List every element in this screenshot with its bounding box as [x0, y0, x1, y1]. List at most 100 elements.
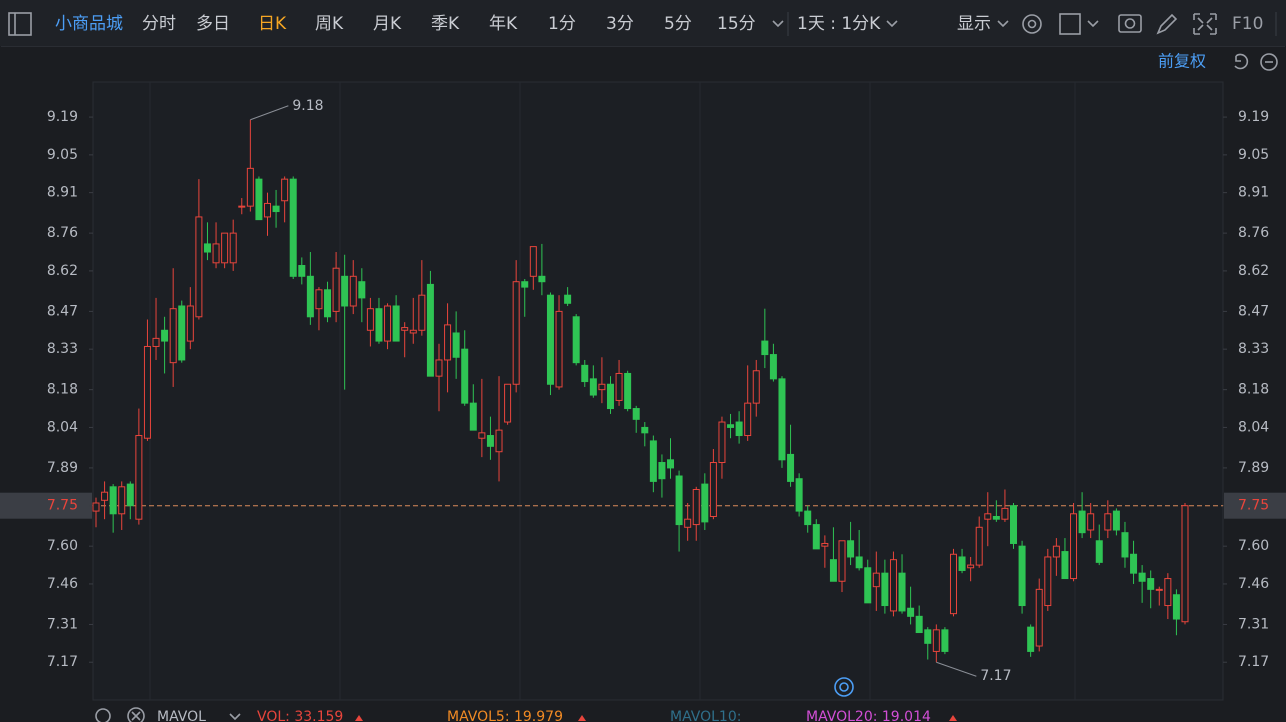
- camera-lens: [1124, 18, 1136, 29]
- trend-arrow: [949, 715, 957, 721]
- candle-body: [341, 275, 349, 307]
- y-tick-label-right: 8.91: [1238, 185, 1269, 201]
- candle-body: [401, 327, 409, 331]
- candle-body: [461, 348, 469, 404]
- reset-icon[interactable]: [1234, 53, 1249, 70]
- high-pointer: [250, 105, 289, 121]
- camera-icon[interactable]: [1118, 14, 1142, 33]
- caret[interactable]: [772, 20, 784, 28]
- candle-body: [847, 540, 855, 558]
- candle-body: [1035, 588, 1043, 647]
- candle-body: [538, 275, 546, 283]
- settings-icon-core: [1027, 19, 1037, 29]
- candle-body: [221, 232, 229, 264]
- sidebar-icon[interactable]: [8, 12, 32, 36]
- draw-icon[interactable]: [1156, 13, 1178, 35]
- tab[interactable]: 3分: [606, 14, 634, 34]
- tab[interactable]: 年K: [489, 14, 518, 34]
- tab[interactable]: 日K: [258, 14, 287, 34]
- candle-body: [718, 421, 726, 464]
- candle-body: [606, 383, 614, 410]
- candle-body: [735, 421, 743, 437]
- candle-body: [289, 178, 297, 277]
- candle-body: [109, 486, 117, 515]
- f10-button[interactable]: F10: [1232, 14, 1263, 34]
- adjust-mode[interactable]: 前复权: [1158, 52, 1206, 71]
- plot-area: [92, 81, 1224, 701]
- checkbox-icon[interactable]: [1059, 13, 1081, 35]
- stock-name[interactable]: 小商品城: [55, 14, 123, 34]
- candle-body: [1164, 578, 1172, 607]
- indicator-settings[interactable]: [95, 708, 111, 722]
- candle-body: [203, 243, 211, 253]
- indicator-value: MAVOL5: 19.979: [447, 709, 563, 722]
- candle-body: [444, 324, 452, 361]
- tab[interactable]: 季K: [431, 14, 460, 34]
- search-marker[interactable]: [834, 677, 854, 697]
- caret[interactable]: [886, 20, 898, 28]
- tab[interactable]: 1分: [548, 14, 576, 34]
- candle-body: [349, 275, 357, 307]
- indicator-name[interactable]: MAVOL: [157, 709, 206, 722]
- candle-body: [92, 502, 100, 512]
- y-tick-label-right: 7.17: [1238, 654, 1269, 670]
- candle-body: [1052, 545, 1060, 558]
- candle-body: [795, 478, 803, 512]
- candle-body: [135, 435, 143, 520]
- candle-body: [1121, 532, 1129, 558]
- candle-body: [504, 383, 512, 423]
- candle-body: [169, 308, 177, 364]
- period-select[interactable]: 1天 : 1分K: [797, 14, 881, 34]
- candle-body: [898, 572, 906, 612]
- candle-body: [143, 345, 151, 439]
- price-tag: [1224, 492, 1286, 519]
- candle-body: [769, 354, 777, 380]
- y-tick-label-right: 9.19: [1238, 109, 1269, 125]
- candle-body: [452, 332, 460, 358]
- candle-body: [881, 572, 889, 607]
- candle-body: [315, 289, 323, 310]
- candle-body: [632, 408, 640, 420]
- candle-body: [624, 372, 632, 410]
- candle-body: [332, 267, 340, 312]
- separator: [1, 46, 1285, 47]
- candle-body: [975, 526, 983, 566]
- low-label: 7.17: [980, 668, 1011, 684]
- indicator-close[interactable]: [127, 707, 145, 722]
- y-tick-label: 7.89: [47, 460, 78, 476]
- caret[interactable]: [1087, 20, 1099, 28]
- candle-body: [932, 629, 940, 652]
- tab[interactable]: 5分: [664, 14, 692, 34]
- tab[interactable]: 周K: [315, 14, 344, 34]
- tab[interactable]: 多日: [196, 14, 230, 34]
- tab[interactable]: 15分: [717, 14, 756, 34]
- tab[interactable]: 月K: [373, 14, 402, 34]
- tab[interactable]: 分时: [142, 14, 176, 34]
- indicator-value: MAVOL10:: [670, 709, 741, 722]
- candle-body: [1181, 505, 1189, 623]
- price-tag: [0, 492, 92, 519]
- y-tick-label-right: 8.62: [1238, 263, 1269, 279]
- candle-body: [649, 440, 657, 482]
- candle-body: [658, 462, 666, 480]
- candle-body: [915, 615, 923, 634]
- candle-body: [1078, 510, 1086, 534]
- caret[interactable]: [229, 713, 241, 721]
- candle-body: [272, 205, 280, 213]
- y-tick-label: 7.75: [47, 498, 78, 514]
- candle-body: [992, 515, 1000, 520]
- candle-body: [1001, 507, 1009, 520]
- candle-body: [392, 305, 400, 342]
- candle-body: [324, 289, 332, 318]
- zoom-out-icon[interactable]: [1260, 53, 1278, 71]
- candle-body: [667, 459, 675, 469]
- search-marker-core: [839, 682, 849, 692]
- fullscreen-icon[interactable]: [1193, 13, 1217, 35]
- settings-icon[interactable]: [1022, 14, 1042, 34]
- candle-body: [787, 453, 795, 482]
- candle-body: [598, 383, 606, 391]
- caret[interactable]: [997, 20, 1009, 28]
- candle-body: [495, 429, 503, 453]
- y-tick-label: 8.76: [47, 225, 78, 241]
- display-menu[interactable]: 显示: [957, 14, 991, 34]
